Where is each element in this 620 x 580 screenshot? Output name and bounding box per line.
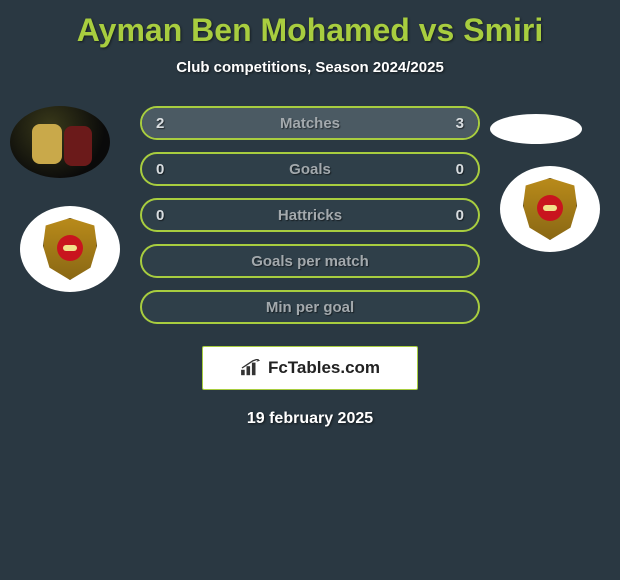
stat-label: Min per goal xyxy=(266,299,354,316)
stat-label: Goals per match xyxy=(251,253,369,270)
shield-icon xyxy=(523,178,577,240)
bar-chart-icon xyxy=(240,359,262,377)
stat-value-left: 0 xyxy=(156,161,164,178)
stat-row: 2 Matches 3 xyxy=(140,106,480,140)
date-text: 19 february 2025 xyxy=(0,410,620,428)
stat-row: 0 Hattricks 0 xyxy=(140,198,480,232)
player-left-photo xyxy=(10,106,110,178)
stat-row: Min per goal xyxy=(140,290,480,324)
stat-label: Hattricks xyxy=(278,207,342,224)
club-logo-right xyxy=(500,166,600,252)
content-area: 2 Matches 3 0 Goals 0 0 Hattricks 0 Goals per mat… xyxy=(0,106,620,428)
player-right-photo xyxy=(490,114,582,144)
stat-value-right: 3 xyxy=(456,115,464,132)
stat-row: Goals per match xyxy=(140,244,480,278)
club-logo-left xyxy=(20,206,120,292)
page-subtitle: Club competitions, Season 2024/2025 xyxy=(0,59,620,76)
stat-value-left: 0 xyxy=(156,207,164,224)
page-title: Ayman Ben Mohamed vs Smiri xyxy=(0,0,620,49)
brand-badge[interactable]: FcTables.com xyxy=(202,346,418,390)
brand-text: FcTables.com xyxy=(268,358,380,378)
shield-icon xyxy=(43,218,97,280)
stat-value-left: 2 xyxy=(156,115,164,132)
stat-row: 0 Goals 0 xyxy=(140,152,480,186)
stat-value-right: 0 xyxy=(456,207,464,224)
stat-label: Goals xyxy=(289,161,331,178)
stat-label: Matches xyxy=(280,115,340,132)
stat-value-right: 0 xyxy=(456,161,464,178)
stats-list: 2 Matches 3 0 Goals 0 0 Hattricks 0 Goals per mat… xyxy=(140,106,480,324)
